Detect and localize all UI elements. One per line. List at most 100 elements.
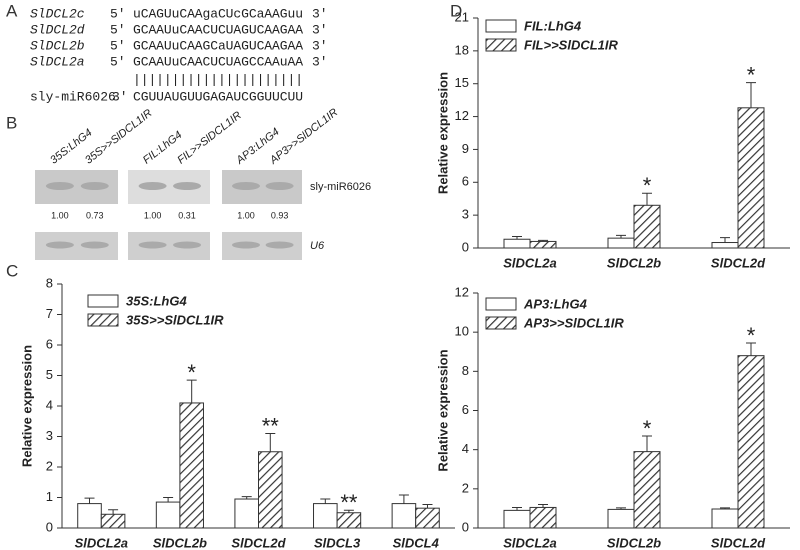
bar [633,204,661,249]
lane-value: 1.00 [237,210,255,220]
error-bar [720,237,730,243]
sequence: GCAAUuCAAGCaUAGUCAAGAA [133,38,303,53]
y-axis-label: Relative expression [19,345,34,467]
five-prime: 5' [110,38,126,53]
significance: * [643,416,652,441]
band-spot [45,182,74,190]
legend-swatch [87,294,119,308]
legend-swatch [485,38,517,52]
band-spot [173,182,202,190]
bar [607,237,635,249]
x-tick-label: SlDCL2d [231,535,286,550]
legend-swatch [485,297,517,311]
y-tick-label: 3 [46,428,53,443]
x-tick-label: SlDCL4 [393,535,440,550]
legend-label: AP3:LhG4 [523,296,588,311]
panel-label: D [450,1,462,20]
lane-value: 0.93 [271,210,289,220]
bar [737,355,765,529]
bar [503,238,531,249]
error-bar [538,239,548,242]
error-bar [642,192,652,206]
sequence: GCAAUuCAACUCUAGCCAAuAA [133,54,303,69]
error-bar [108,509,119,515]
bar [391,503,417,529]
band-spot [138,182,167,190]
y-tick-label: 0 [46,519,53,534]
y-tick-label: 18 [455,42,469,57]
significance: * [643,173,652,198]
band-spot [45,241,74,249]
x-tick-label: SlDCL2d [711,255,766,270]
error-bar [265,432,276,452]
panel-label: A [6,1,18,20]
band-spot [80,182,109,190]
error-bar [616,234,626,239]
x-tick-label: SlDCL2b [607,535,661,550]
y-tick-label: 4 [46,397,53,412]
y-tick-label: 10 [455,324,469,339]
x-tick-label: SlDCL2a [503,535,556,550]
y-tick-label: 12 [455,108,469,123]
y-tick-label: 6 [462,174,469,189]
sequence: GCAAUuCAACUCUAGUCAAGAA [133,22,303,37]
x-tick-label: SlDCL2b [153,535,207,550]
significance: * [187,360,196,385]
y-tick-label: 8 [46,275,53,290]
legend-label: FIL>>SlDCL1IR [524,37,619,52]
pairing: |||||||||||||||||||||| [133,72,303,87]
y-tick-label: 15 [455,75,469,90]
y-tick-label: 6 [462,402,469,417]
error-bar [746,342,756,356]
five-prime: 5' [110,22,126,37]
error-bar [163,497,174,503]
five-prime: 5' [110,6,126,21]
y-axis-label: Relative expression [435,72,450,194]
lane-label: FIL>>SlDCL1IR [175,109,244,166]
bar [234,498,259,529]
bar [711,508,739,529]
bar [607,508,635,529]
three-prime: 3' [312,38,328,53]
lane-value: 0.73 [86,210,104,220]
band-spot [138,241,167,249]
y-tick-label: 1 [46,489,53,504]
error-bar [398,494,409,504]
bar [179,402,204,529]
legend-swatch [485,19,517,33]
significance: ** [262,413,280,438]
legend-swatch [485,316,517,330]
x-tick-label: SlDCL2a [75,535,128,550]
error-bar [642,435,652,452]
error-bar [241,496,252,500]
y-tick-label: 0 [462,519,469,534]
control-label: U6 [310,240,325,252]
lane-value: 0.31 [178,210,196,220]
gene-name: SlDCL2c [30,6,85,21]
lane-value: 1.00 [51,210,69,220]
y-tick-label: 2 [46,458,53,473]
error-bar [538,504,548,508]
legend-label: AP3>>SlDCL1IR [523,315,624,330]
bar [529,240,557,249]
bar [503,509,531,529]
bar [100,513,126,529]
y-tick-label: 2 [462,480,469,495]
bar [415,507,440,529]
legend-label: 35S:LhG4 [126,293,187,308]
gene-name: SlDCL2a [30,54,85,69]
lane-value: 1.00 [144,210,162,220]
bar [313,503,338,529]
y-tick-label: 6 [46,336,53,351]
x-tick-label: SlDCL2d [711,535,766,550]
legend-label: FIL:LhG4 [524,18,582,33]
three-prime: 3' [312,6,328,21]
bar [258,451,283,529]
panel-label: B [6,113,17,132]
y-tick-label: 7 [46,306,53,321]
panel-label: C [6,261,18,280]
probe-label: sly-miR6026 [310,181,371,193]
band-spot [232,182,260,190]
y-axis-label: Relative expression [435,349,450,471]
y-tick-label: 4 [462,441,469,456]
